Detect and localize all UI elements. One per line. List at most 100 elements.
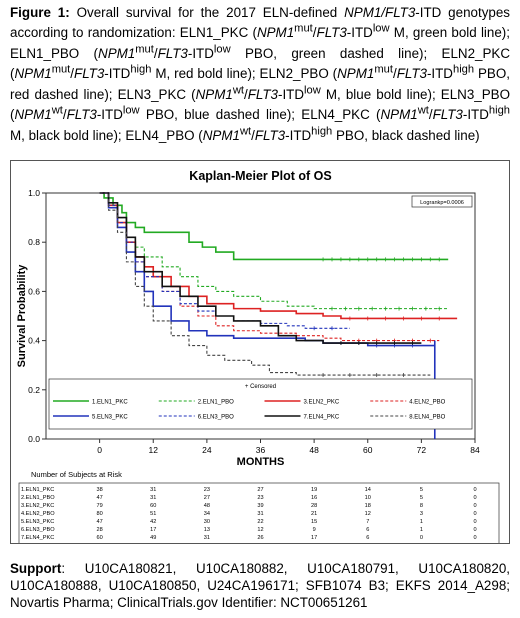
risk-count: 28: [97, 527, 103, 533]
risk-count: 49: [150, 535, 156, 541]
risk-count: 17: [150, 527, 156, 533]
support-text: Support: U10CA180821, U10CA180882, U10CA…: [10, 560, 510, 611]
series-line-8: [99, 192, 431, 376]
risk-count: 51: [150, 511, 156, 517]
censor-mark: [410, 257, 415, 262]
series-line-1: [99, 192, 449, 261]
risk-count: 47: [97, 519, 103, 525]
censor-mark: [338, 341, 343, 346]
censor-mark: [401, 316, 406, 321]
censor-mark: [437, 257, 442, 262]
censor-mark: [347, 316, 352, 321]
risk-count: 19: [311, 487, 317, 493]
legend-entry: 3.ELN2_PKC: [304, 400, 340, 406]
risk-count: 60: [150, 503, 156, 509]
risk-count: 14: [365, 487, 371, 493]
risk-count: 7: [366, 519, 369, 525]
series-line-7: [99, 192, 422, 344]
legend-entry: 5.ELN3_PKC: [92, 415, 128, 421]
censor-mark: [437, 306, 442, 311]
risk-count: 30: [204, 519, 210, 525]
risk-count: 16: [311, 495, 317, 501]
risk-count: 1: [420, 519, 423, 525]
x-tick-label: 24: [202, 445, 212, 455]
risk-count: 0: [473, 527, 476, 533]
censor-mark: [374, 341, 379, 346]
censor-mark: [410, 341, 415, 346]
risk-count: 27: [257, 487, 263, 493]
chart-title: Kaplan-Meier Plot of OS: [189, 169, 331, 183]
y-tick-label: 0.6: [28, 286, 40, 296]
support-body: : U10CA180821, U10CA180882, U10CA180791,…: [10, 561, 510, 610]
caption-label: Figure 1:: [10, 5, 70, 20]
risk-count: 9: [313, 527, 316, 533]
y-tick-label: 0.0: [28, 434, 40, 444]
censor-mark: [338, 257, 343, 262]
censor-mark: [330, 306, 334, 311]
risk-count: 79: [97, 503, 103, 509]
risk-count: 21: [311, 511, 317, 517]
legend-entry: 2.ELN1_PBO: [198, 400, 234, 406]
risk-count: 0: [473, 535, 476, 541]
censor-mark: [419, 257, 424, 262]
risk-count: 8: [420, 503, 423, 509]
censor-mark: [321, 373, 326, 378]
y-tick-label: 0.4: [28, 336, 40, 346]
risk-count: 0: [473, 495, 476, 501]
censor-mark: [437, 316, 442, 321]
risk-count: 0: [473, 511, 476, 517]
risk-count: 22: [257, 519, 263, 525]
risk-count: 80: [97, 511, 103, 517]
censor-mark: [347, 257, 352, 262]
risk-count: 23: [257, 495, 263, 501]
censor-mark: [330, 257, 334, 262]
risk-count: 0: [473, 487, 476, 493]
censor-mark: [374, 257, 379, 262]
risk-count: 3: [420, 511, 423, 517]
risk-count: 13: [204, 527, 210, 533]
censor-mark: [374, 373, 379, 378]
risk-count: 60: [97, 535, 103, 541]
censor-mark: [312, 326, 317, 331]
risk-count: 18: [365, 503, 371, 509]
risk-table-title: Number of Subjects at Risk: [31, 470, 122, 479]
censor-mark: [365, 316, 370, 321]
legend-entry: 6.ELN3_PBO: [198, 415, 234, 421]
censor-mark: [410, 306, 415, 311]
censor-mark: [392, 341, 397, 346]
censor-mark: [356, 306, 361, 311]
risk-count: 42: [150, 519, 156, 525]
risk-count: 31: [257, 511, 263, 517]
risk-count: 31: [150, 487, 156, 493]
y-tick-label: 0.2: [28, 385, 40, 395]
x-tick-label: 36: [256, 445, 266, 455]
censor-mark: [419, 316, 424, 321]
y-axis-label: Survival Probability: [16, 264, 28, 368]
risk-count: 6: [366, 535, 369, 541]
risk-count: 34: [204, 511, 210, 517]
risk-count: 12: [257, 527, 263, 533]
risk-count: 31: [204, 535, 210, 541]
x-tick-label: 84: [470, 445, 480, 455]
logrank-label: Logrankp=0.0006: [420, 200, 464, 206]
caption-body: Overall survival for the 2017 ELN-define…: [10, 5, 511, 143]
risk-count: 17: [311, 535, 317, 541]
x-tick-label: 0: [97, 445, 102, 455]
legend-box: [48, 378, 473, 430]
risk-count: 27: [204, 495, 210, 501]
risk-row-label: 4.ELN2_PBO: [21, 511, 55, 517]
risk-row-label: 3.ELN2_PKC: [21, 503, 54, 509]
legend-entry: 7.ELN4_PKC: [304, 415, 340, 421]
censored-label: + Censored: [245, 384, 276, 390]
x-tick-label: 60: [363, 445, 373, 455]
legend-entry: 1.ELN1_PKC: [92, 400, 128, 406]
risk-row-label: 7.ELN4_PKC: [21, 535, 54, 541]
risk-count: 5: [420, 495, 423, 501]
censor-mark: [365, 257, 370, 262]
risk-count: 28: [311, 503, 317, 509]
risk-row-label: 5.ELN3_PKC: [21, 519, 54, 525]
risk-count: 0: [473, 519, 476, 525]
censor-mark: [428, 338, 433, 343]
series-line-6: [99, 192, 350, 329]
figure-panel: Kaplan-Meier Plot of OS 0.0 0.2 0.4 0.6 0.8 1.…: [10, 160, 510, 553]
